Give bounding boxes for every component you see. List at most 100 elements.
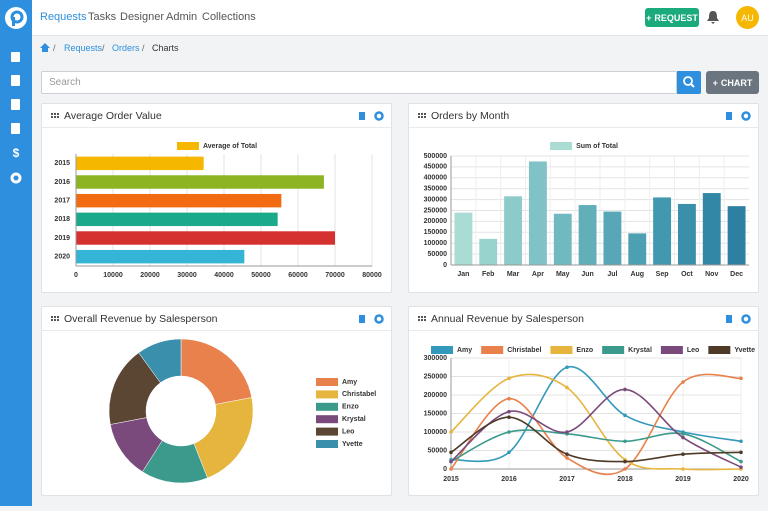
bar — [653, 197, 672, 265]
y-tick-label: 200000 — [424, 392, 447, 399]
panel-title: Annual Revenue by Salesperson — [431, 313, 584, 325]
y-tick-label: 300000 — [424, 355, 447, 362]
bar — [504, 196, 523, 265]
x-tick-label: 60000 — [288, 272, 308, 279]
request-button[interactable]: + REQUEST — [645, 8, 699, 27]
x-tick-label: 30000 — [177, 272, 197, 279]
bar — [578, 205, 597, 265]
panel-actions[interactable] — [358, 314, 388, 324]
bar — [76, 175, 324, 189]
avatar[interactable]: AU — [736, 6, 759, 29]
button-label: CHART — [720, 77, 753, 88]
legend-label: Yvette — [342, 441, 363, 448]
add-chart-button[interactable]: + CHART — [706, 71, 759, 94]
search-input[interactable]: Search — [41, 71, 677, 94]
x-tick-label: Jun — [581, 271, 593, 278]
y-tick-label: 150000 — [424, 410, 447, 417]
bar — [76, 231, 335, 245]
x-tick-label: Jan — [457, 271, 469, 278]
data-point — [507, 376, 511, 381]
nav-link[interactable]: Tasks — [88, 11, 117, 23]
bell-icon[interactable] — [706, 10, 720, 24]
nav-link[interactable]: Requests — [40, 11, 87, 23]
sidebar-icons: $ — [5, 7, 27, 184]
nav-link[interactable]: Admin — [166, 11, 198, 23]
bar — [628, 233, 647, 265]
data-point — [449, 430, 453, 434]
panel-actions[interactable] — [725, 314, 755, 324]
x-tick-label: Mar — [507, 271, 520, 278]
nav-link[interactable]: Collections — [202, 11, 256, 23]
x-tick-label: Sep — [656, 271, 669, 278]
bar — [603, 211, 622, 265]
breadcrumb-current: Charts — [152, 43, 179, 53]
data-point — [623, 467, 627, 471]
bar — [479, 238, 498, 265]
x-tick-label: 20000 — [140, 272, 160, 279]
pie-slice — [193, 397, 254, 479]
data-point — [507, 450, 511, 455]
x-tick-label: 80000 — [362, 272, 382, 279]
panel-title: Overall Revenue by Salesperson — [64, 313, 218, 325]
data-point — [681, 452, 685, 456]
y-tick-label: 350000 — [424, 186, 447, 193]
x-tick-label: Jul — [607, 271, 617, 278]
x-tick-label: 2020 — [733, 476, 749, 483]
y-tick-label: 150000 — [424, 229, 447, 236]
data-point — [507, 430, 511, 434]
data-point — [565, 452, 569, 456]
y-tick-label: 2020 — [54, 254, 70, 261]
data-point — [739, 459, 743, 464]
data-point — [623, 439, 627, 444]
panel-title: Orders by Month — [431, 110, 510, 122]
pie-slice — [180, 338, 253, 405]
data-point — [681, 467, 685, 471]
panel-actions[interactable] — [725, 111, 755, 121]
x-tick-label: 2015 — [443, 476, 459, 483]
y-tick-label: 0 — [443, 262, 447, 269]
button-label: REQUEST — [654, 12, 698, 23]
bar — [76, 156, 204, 171]
y-tick-label: 100000 — [424, 240, 447, 247]
x-tick-label: 2017 — [559, 476, 575, 483]
data-point — [739, 450, 743, 455]
y-tick-label: 250000 — [424, 373, 447, 380]
nav-link[interactable]: Designer — [120, 11, 165, 23]
bar — [76, 249, 245, 264]
chart-panel: Overall Revenue by Salesperson Amy Christa… — [41, 306, 392, 496]
chart: Average of Total 0 10000 20000 30000 40000 500… — [54, 142, 382, 279]
legend-swatch — [431, 346, 453, 354]
breadcrumb-link[interactable]: Requests — [64, 43, 103, 53]
legend-label: Leo — [342, 428, 354, 435]
legend-swatch — [316, 440, 338, 448]
data-point — [565, 365, 569, 370]
legend-swatch — [602, 346, 625, 354]
breadcrumb-link[interactable]: Orders — [112, 43, 140, 53]
data-point — [507, 396, 511, 401]
bar — [76, 193, 282, 208]
svg-text:$: $ — [13, 146, 20, 160]
home-icon[interactable] — [40, 43, 50, 53]
bar — [677, 203, 696, 265]
y-tick-label: 2019 — [54, 235, 70, 242]
line-series — [450, 429, 742, 463]
panel-actions[interactable] — [358, 111, 388, 121]
search-button[interactable] — [677, 71, 701, 94]
data-point — [565, 385, 569, 390]
legend-swatch — [550, 142, 573, 150]
data-point — [623, 413, 627, 418]
chart: Sum of Total 0 50000 100000 150000 200000 2500… — [424, 142, 749, 278]
x-tick-label: 50000 — [251, 272, 271, 279]
legend-swatch — [316, 378, 338, 386]
legend-label: Yvette — [734, 347, 755, 354]
x-tick-label: Nov — [705, 271, 718, 278]
top-bar: Requests Tasks Designer Admin Collection… — [32, 0, 768, 36]
x-tick-label: Feb — [482, 271, 494, 278]
x-tick-label: Oct — [681, 271, 693, 278]
bar — [528, 161, 547, 265]
legend-label: Enzo — [576, 347, 593, 354]
y-tick-label: 450000 — [424, 164, 447, 171]
legend-label: Christabel — [342, 391, 376, 398]
legend-label: Krystal — [628, 347, 652, 354]
